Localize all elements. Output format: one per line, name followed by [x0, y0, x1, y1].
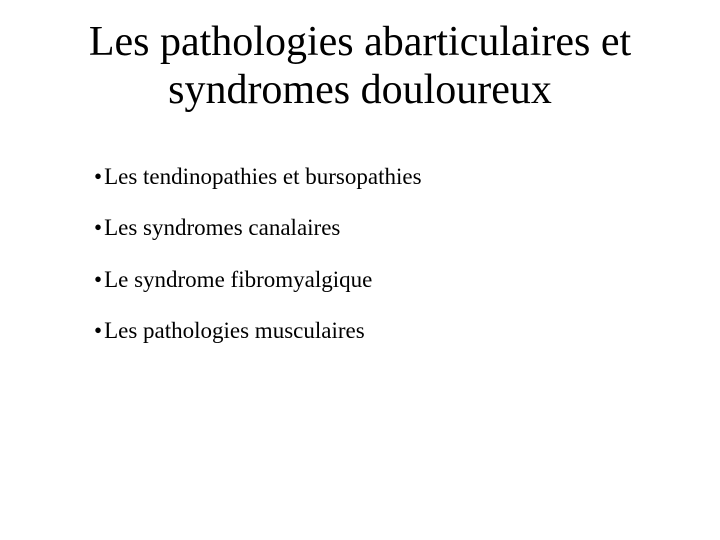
- bullet-text: Les syndromes canalaires: [104, 215, 340, 240]
- bullet-item: •Le syndrome fibromyalgique: [94, 266, 680, 294]
- title-line-2: syndromes douloureux: [168, 67, 552, 113]
- bullet-text: Les pathologies musculaires: [104, 318, 365, 343]
- bullet-list: •Les tendinopathies et bursopathies •Les…: [40, 163, 680, 345]
- bullet-item: •Les pathologies musculaires: [94, 317, 680, 345]
- slide-title: Les pathologies abarticulaires et syndro…: [40, 18, 680, 115]
- bullet-marker-icon: •: [94, 214, 102, 242]
- bullet-item: •Les syndromes canalaires: [94, 214, 680, 242]
- bullet-text: Les tendinopathies et bursopathies: [104, 164, 421, 189]
- bullet-marker-icon: •: [94, 163, 102, 191]
- bullet-marker-icon: •: [94, 266, 102, 294]
- slide-container: Les pathologies abarticulaires et syndro…: [0, 0, 720, 540]
- bullet-marker-icon: •: [94, 317, 102, 345]
- title-line-1: Les pathologies abarticulaires et: [89, 19, 631, 65]
- bullet-item: •Les tendinopathies et bursopathies: [94, 163, 680, 191]
- bullet-text: Le syndrome fibromyalgique: [104, 267, 372, 292]
